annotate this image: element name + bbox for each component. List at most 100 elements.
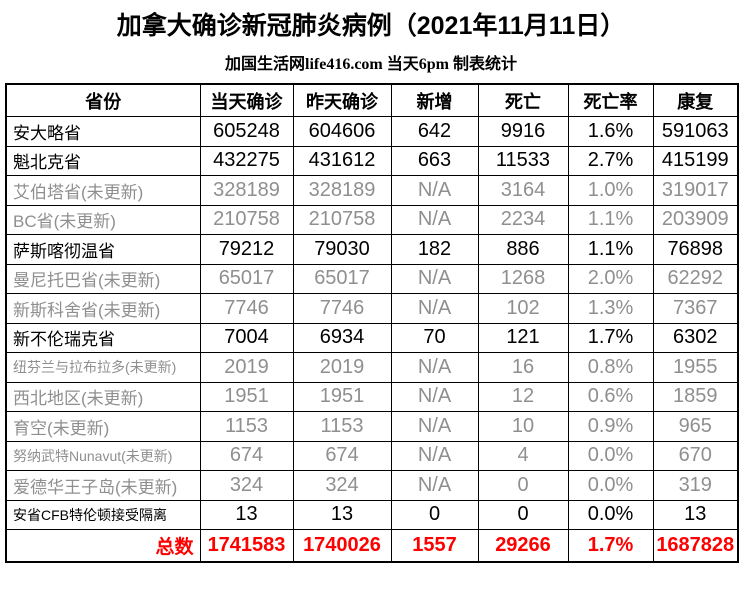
cell-death_rate: 1.7%	[567, 322, 654, 353]
cell-death_rate: 2.0%	[567, 263, 654, 294]
cell-new_cases: N/A	[390, 411, 479, 442]
cell-recovered: 319	[652, 470, 739, 501]
column-header: 当天确诊	[199, 83, 294, 117]
table-row: 新不伦瑞克省 7004 6934 70 121 1.7% 6302	[5, 322, 739, 353]
covid-table: 省份 当天确诊 昨天确诊 新增 死亡 死亡率 康复 安大略省 605248 604606 642 9…	[5, 83, 739, 563]
cell-deaths: 0	[477, 470, 569, 501]
column-header: 昨天确诊	[292, 83, 392, 117]
cell-yesterday: 6934	[292, 322, 392, 353]
cell-new_cases: N/A	[390, 204, 479, 235]
cell-yesterday: 65017	[292, 263, 392, 294]
cell-today: 605248	[199, 116, 294, 147]
cell-death_rate: 0.6%	[567, 381, 654, 412]
cell-today: 7004	[199, 322, 294, 353]
cell-province: 努纳武特Nunavut(未更新)	[5, 440, 201, 471]
cell-recovered: 591063	[652, 116, 739, 147]
totals-today: 1741583	[199, 529, 294, 563]
cell-yesterday: 79030	[292, 234, 392, 265]
cell-deaths: 0	[477, 499, 569, 530]
cell-today: 210758	[199, 204, 294, 235]
table-body: 安大略省 605248 604606 642 9916 1.6% 591063 魁北克省 432…	[5, 116, 739, 563]
cell-recovered: 319017	[652, 175, 739, 206]
cell-deaths: 16	[477, 352, 569, 383]
table-row: 爱德华王子岛(未更新) 324 324 N/A 0 0.0% 319	[5, 470, 739, 501]
page-subtitle: 加国生活网life416.com 当天6pm 制表统计	[225, 56, 517, 73]
totals-label: 总数	[5, 529, 201, 563]
cell-recovered: 965	[652, 411, 739, 442]
table-row: 纽芬兰与拉布拉多(未更新) 2019 2019 N/A 16 0.8% 1955	[5, 352, 739, 383]
cell-today: 1951	[199, 381, 294, 412]
cell-today: 324	[199, 470, 294, 501]
cell-recovered: 415199	[652, 145, 739, 176]
cell-death_rate: 2.7%	[567, 145, 654, 176]
cell-deaths: 102	[477, 293, 569, 324]
table-row: 艾伯塔省(未更新) 328189 328189 N/A 3164 1.0% 319017	[5, 175, 739, 206]
totals-deaths: 29266	[477, 529, 569, 563]
cell-today: 13	[199, 499, 294, 530]
totals-recovered: 1687828	[652, 529, 739, 563]
totals-yesterday: 1740026	[292, 529, 392, 563]
table-row: 魁北克省 432275 431612 663 11533 2.7% 415199	[5, 145, 739, 176]
cell-new_cases: N/A	[390, 175, 479, 206]
cell-province: 爱德华王子岛(未更新)	[5, 470, 201, 501]
cell-recovered: 6302	[652, 322, 739, 353]
cell-new_cases: N/A	[390, 470, 479, 501]
cell-deaths: 3164	[477, 175, 569, 206]
column-header: 死亡	[477, 83, 569, 117]
cell-new_cases: 642	[390, 116, 479, 147]
totals-row: 总数 1741583 1740026 1557 29266 1.7% 1687828	[5, 529, 739, 563]
cell-province: 安省CFB特伦顿接受隔离	[5, 499, 201, 530]
cell-yesterday: 1951	[292, 381, 392, 412]
cell-new_cases: 70	[390, 322, 479, 353]
cell-deaths: 1268	[477, 263, 569, 294]
cell-today: 328189	[199, 175, 294, 206]
cell-recovered: 203909	[652, 204, 739, 235]
cell-death_rate: 0.0%	[567, 440, 654, 471]
cell-deaths: 2234	[477, 204, 569, 235]
cell-yesterday: 431612	[292, 145, 392, 176]
table-row: 安大略省 605248 604606 642 9916 1.6% 591063	[5, 116, 739, 147]
cell-province: 纽芬兰与拉布拉多(未更新)	[5, 352, 201, 383]
cell-today: 432275	[199, 145, 294, 176]
table-row: 萨斯喀彻温省 79212 79030 182 886 1.1% 76898	[5, 234, 739, 265]
cell-deaths: 4	[477, 440, 569, 471]
cell-today: 1153	[199, 411, 294, 442]
cell-deaths: 9916	[477, 116, 569, 147]
cell-recovered: 670	[652, 440, 739, 471]
cell-province: 新斯科舍省(未更新)	[5, 293, 201, 324]
cell-deaths: 10	[477, 411, 569, 442]
cell-recovered: 76898	[652, 234, 739, 265]
cell-new_cases: N/A	[390, 263, 479, 294]
totals-new_cases: 1557	[390, 529, 479, 563]
cell-yesterday: 13	[292, 499, 392, 530]
cell-death_rate: 1.0%	[567, 175, 654, 206]
cell-death_rate: 0.9%	[567, 411, 654, 442]
cell-yesterday: 674	[292, 440, 392, 471]
cell-yesterday: 328189	[292, 175, 392, 206]
cell-deaths: 12	[477, 381, 569, 412]
cell-new_cases: N/A	[390, 381, 479, 412]
cell-deaths: 11533	[477, 145, 569, 176]
cell-death_rate: 0.0%	[567, 470, 654, 501]
cell-today: 674	[199, 440, 294, 471]
cell-yesterday: 210758	[292, 204, 392, 235]
cell-deaths: 121	[477, 322, 569, 353]
table-row: 西北地区(未更新) 1951 1951 N/A 12 0.6% 1859	[5, 381, 739, 412]
page-title: 加拿大确诊新冠肺炎病例（2021年11月11日）	[116, 12, 626, 40]
cell-new_cases: N/A	[390, 293, 479, 324]
cell-today: 2019	[199, 352, 294, 383]
table-row: 安省CFB特伦顿接受隔离 13 13 0 0 0.0% 13	[5, 499, 739, 530]
cell-deaths: 886	[477, 234, 569, 265]
cell-recovered: 1955	[652, 352, 739, 383]
cell-death_rate: 0.8%	[567, 352, 654, 383]
cell-death_rate: 1.1%	[567, 234, 654, 265]
cell-province: 安大略省	[5, 116, 201, 147]
table-row: BC省(未更新) 210758 210758 N/A 2234 1.1% 203909	[5, 204, 739, 235]
table-row: 育空(未更新) 1153 1153 N/A 10 0.9% 965	[5, 411, 739, 442]
cell-death_rate: 1.3%	[567, 293, 654, 324]
column-header: 省份	[5, 83, 201, 117]
column-header: 死亡率	[567, 83, 654, 117]
column-header: 康复	[652, 83, 739, 117]
cell-death_rate: 1.1%	[567, 204, 654, 235]
cell-province: 西北地区(未更新)	[5, 381, 201, 412]
